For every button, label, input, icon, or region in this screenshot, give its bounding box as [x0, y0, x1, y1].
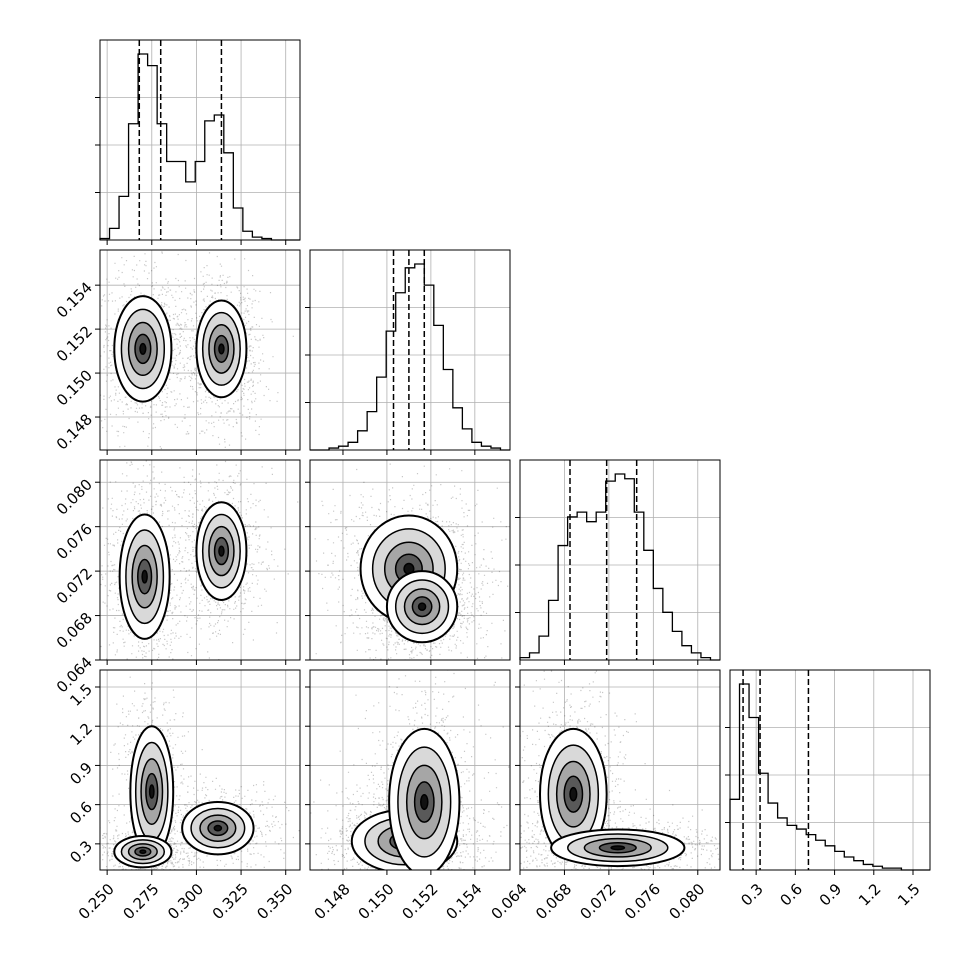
- panel-frame-3-0: [99, 669, 301, 871]
- x-tick-label-1-1: 0.150: [355, 880, 398, 923]
- x-tick-label-3-0: 0.3: [737, 880, 767, 910]
- contour-1-0-0-4: [139, 342, 147, 355]
- scatter-content-2-0: [100, 460, 299, 660]
- histogram-panel-3: [725, 669, 931, 875]
- panel-frame-2-0: [99, 459, 301, 661]
- histogram-step-1: [310, 263, 510, 451]
- x-tick-label-0-0: 0.250: [75, 880, 118, 923]
- x-tick-label-3-3: 1.2: [855, 880, 885, 910]
- y-tick-label-1-0: 0.148: [53, 410, 96, 453]
- x-tick-label-2-3: 0.076: [621, 880, 664, 923]
- panel-frame-1-0: [99, 249, 301, 451]
- x-tick-label-2-2: 0.072: [577, 880, 620, 923]
- contour-1-0-1-4: [218, 343, 225, 355]
- x-tick-label-2-1: 0.068: [532, 880, 575, 923]
- contour-3-0-1-4: [213, 824, 223, 832]
- y-tick-label-2-1: 0.068: [53, 609, 96, 652]
- y-tick-label-1-3: 0.154: [53, 278, 96, 321]
- scatter-panel-1-0: [95, 249, 301, 455]
- y-tick-label-1-2: 0.152: [53, 322, 96, 365]
- scatter-panel-2-0: [95, 459, 301, 665]
- scatter-content-3-0: [100, 670, 300, 870]
- contour-2-1-1-4: [417, 602, 427, 611]
- scatter-points-3-2: [520, 670, 720, 870]
- scatter-content-3-1: [310, 670, 510, 870]
- y-tick-label-3-2: 0.9: [66, 759, 96, 789]
- x-tick-label-2-4: 0.080: [665, 880, 708, 923]
- corner-plot-panels: 0.250 0.275 0.300 0.325 0.350 0.148 0.150 0.152…: [53, 39, 931, 923]
- x-tick-label-3-2: 0.9: [816, 880, 846, 910]
- contour-2-0-1-4: [218, 545, 225, 557]
- x-tick-label-3-1: 0.6: [777, 880, 807, 910]
- contour-3-1-1-4: [420, 793, 429, 811]
- scatter-points-2-1: [314, 463, 509, 660]
- scatter-content-2-1: [314, 463, 509, 660]
- histogram-panel-2: [515, 459, 721, 665]
- y-tick-label-2-2: 0.072: [53, 564, 96, 607]
- x-tick-label-0-3: 0.325: [209, 880, 252, 923]
- contour-2-0-0-4: [141, 569, 148, 584]
- scatter-panel-3-2: [515, 669, 721, 875]
- histogram-step-3: [729, 683, 930, 871]
- panel-frame-0-0: [99, 39, 301, 241]
- x-tick-label-2-0: 0.064: [488, 880, 531, 923]
- panel-frame-2-2: [519, 459, 721, 661]
- y-tick-label-3-0: 0.3: [66, 837, 96, 867]
- x-tick-label-0-4: 0.350: [253, 880, 296, 923]
- y-tick-label-3-3: 1.2: [66, 719, 96, 749]
- x-tick-label-0-1: 0.275: [119, 880, 162, 923]
- contour-3-0-0-4: [148, 784, 155, 799]
- scatter-content-1-0: [100, 250, 294, 450]
- x-tick-label-1-0: 0.148: [311, 880, 354, 923]
- histogram-step-2: [519, 473, 720, 661]
- x-tick-label-0-2: 0.300: [164, 880, 207, 923]
- panel-frame-2-1: [309, 459, 511, 661]
- contour-3-2-1-4: [610, 845, 626, 851]
- panel-frame-1-1: [309, 249, 511, 451]
- histogram-step-0: [99, 53, 300, 241]
- panel-frame-3-1: [309, 669, 511, 871]
- x-tick-label-1-2: 0.152: [399, 880, 442, 923]
- y-tick-label-1-1: 0.150: [53, 366, 96, 409]
- x-tick-label-3-4: 1.5: [894, 880, 924, 910]
- histogram-panel-1: [305, 249, 511, 455]
- y-tick-label-3-1: 0.6: [66, 798, 96, 828]
- contour-3-2-0-4: [569, 786, 578, 802]
- panel-frame-3-3: [729, 669, 931, 871]
- contour-3-0-2-4: [139, 849, 147, 855]
- y-tick-label-2-3: 0.076: [53, 520, 96, 563]
- scatter-panel-3-0: [95, 669, 301, 875]
- scatter-panel-3-1: [305, 669, 511, 875]
- scatter-panel-2-1: [305, 459, 511, 665]
- x-tick-label-1-3: 0.154: [442, 880, 485, 923]
- panel-frame-3-2: [519, 669, 721, 871]
- scatter-content-3-2: [520, 670, 720, 870]
- y-tick-label-2-4: 0.080: [53, 476, 96, 519]
- histogram-panel-0: [95, 39, 301, 245]
